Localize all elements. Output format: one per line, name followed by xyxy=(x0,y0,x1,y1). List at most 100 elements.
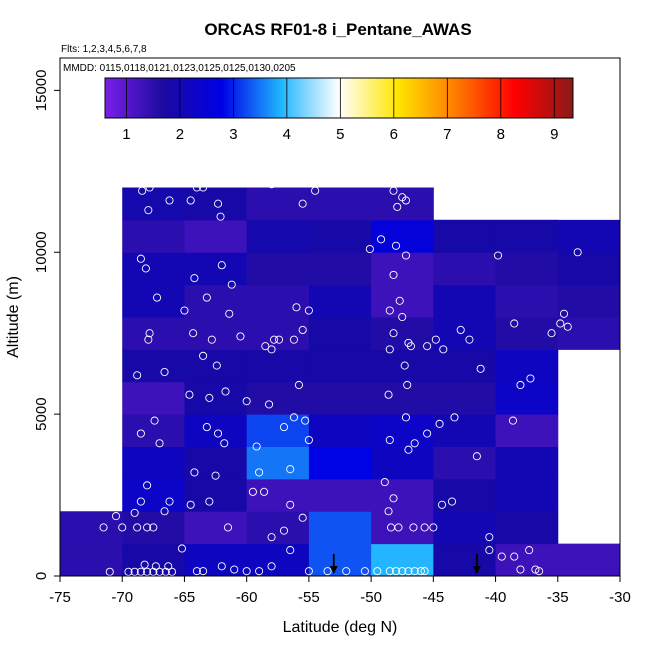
heatmap-cell xyxy=(184,349,248,383)
sample-point xyxy=(267,345,276,354)
sample-point xyxy=(301,416,310,425)
sample-point xyxy=(155,439,164,448)
sample-point xyxy=(437,500,447,509)
heatmap-cell xyxy=(371,317,434,350)
sample-point xyxy=(145,183,154,192)
sample-point xyxy=(389,494,398,503)
colorbar-tick-label: 3 xyxy=(229,126,237,143)
sample-point xyxy=(391,567,401,576)
sample-point xyxy=(279,423,289,432)
heatmap-cell xyxy=(184,219,248,253)
sample-point xyxy=(180,306,189,315)
x-tick-label: -45 xyxy=(422,589,444,606)
heatmap-cell xyxy=(557,284,621,318)
y-tick-label: 5000 xyxy=(33,397,50,430)
heatmap-cell xyxy=(495,511,559,545)
sample-point xyxy=(476,364,485,373)
sample-point xyxy=(236,332,245,341)
heatmap-cell xyxy=(60,511,123,545)
heatmap-cell xyxy=(308,349,372,383)
sample-point xyxy=(409,523,418,532)
sample-point xyxy=(563,322,572,331)
heatmap-cell xyxy=(308,284,372,318)
sample-point xyxy=(143,523,152,532)
heatmap-cell xyxy=(308,446,372,480)
sample-point xyxy=(207,335,216,344)
sample-point xyxy=(242,567,251,576)
sample-point xyxy=(144,335,153,344)
heatmap-cell xyxy=(371,543,434,577)
sample-point xyxy=(199,567,208,576)
heatmap-cell xyxy=(246,478,310,512)
sample-point xyxy=(130,567,139,576)
latitude-arrows xyxy=(329,554,481,574)
sample-point xyxy=(385,345,394,354)
sample-point xyxy=(447,497,457,506)
sample-point xyxy=(199,351,208,360)
colorbar-tick-label: 6 xyxy=(390,126,398,143)
x-tick-label: -35 xyxy=(547,589,569,606)
y-tick-label: 15000 xyxy=(33,70,50,112)
x-tick-label: -60 xyxy=(236,589,258,606)
sample-point xyxy=(286,500,295,509)
heatmap-cell xyxy=(184,543,248,577)
heatmap-cell xyxy=(184,511,248,545)
sample-point xyxy=(279,526,289,535)
sample-point xyxy=(255,567,264,576)
sample-point xyxy=(161,567,170,576)
x-tick-label: -55 xyxy=(298,589,320,606)
sample-point xyxy=(136,497,145,506)
sample-point xyxy=(192,183,201,192)
sample-point xyxy=(395,296,404,305)
x-axis: -75 -70 -65 -60 -55 -50 -45 -40 -35 -30 xyxy=(49,576,631,606)
heatmap-cell xyxy=(495,284,559,318)
heatmap-cell xyxy=(371,381,434,415)
sample-point xyxy=(394,523,403,532)
heatmap-cell xyxy=(433,349,497,383)
sample-point xyxy=(423,429,432,438)
sample-point xyxy=(136,429,145,438)
heatmap-cell xyxy=(184,284,248,318)
sample-point xyxy=(202,293,211,302)
heatmap-cell xyxy=(557,317,621,350)
sample-point xyxy=(423,342,432,351)
heatmap-cell xyxy=(371,349,434,383)
sample-point xyxy=(217,562,226,571)
colorbar-tick-label: 7 xyxy=(443,126,451,143)
x-axis-label: Latitude (deg N) xyxy=(283,619,398,636)
heatmap-cell xyxy=(495,414,559,447)
sample-point xyxy=(497,552,506,561)
heatmap-cell xyxy=(371,478,434,512)
sample-point xyxy=(289,413,299,422)
heatmap-cell xyxy=(246,349,310,383)
sample-point xyxy=(420,567,429,576)
heatmap-cell xyxy=(433,284,497,318)
heatmap-cell xyxy=(371,446,434,480)
heatmap-cells xyxy=(60,187,621,577)
sample-point xyxy=(212,361,221,370)
sample-point xyxy=(230,565,239,574)
sample-point xyxy=(205,393,214,402)
x-tick-label: -75 xyxy=(49,589,71,606)
sample-point xyxy=(164,562,173,571)
sample-point xyxy=(261,342,270,351)
sample-point xyxy=(252,442,261,451)
y-tick-label: 10000 xyxy=(33,231,50,273)
heatmap-cell xyxy=(371,187,434,221)
sample-point xyxy=(298,199,307,208)
heatmap-cell xyxy=(184,478,248,512)
sample-point xyxy=(202,423,211,432)
sample-point xyxy=(304,435,313,445)
heatmap-cell xyxy=(184,381,248,415)
sample-point xyxy=(508,416,518,425)
sample-point xyxy=(160,367,169,377)
heatmap-cell xyxy=(371,414,434,447)
sample-point xyxy=(516,565,525,574)
heatmap-cell xyxy=(122,414,185,447)
sample-point xyxy=(525,546,534,555)
sample-point xyxy=(99,523,108,532)
heatmap-cell xyxy=(433,543,497,577)
sample-point xyxy=(186,500,195,509)
sample-point xyxy=(133,371,142,380)
